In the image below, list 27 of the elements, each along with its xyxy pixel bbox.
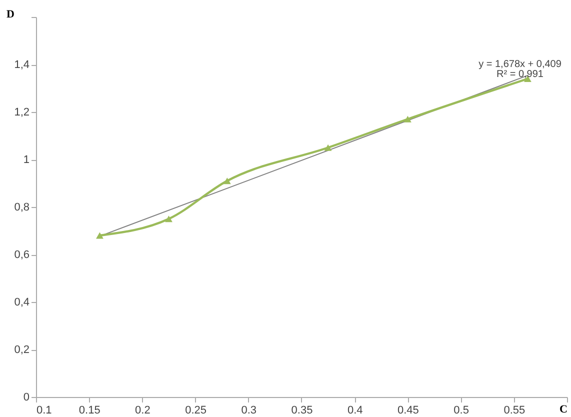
x-tick-label: 0.3 [241,404,257,416]
x-axis-title: C [560,404,568,416]
point [404,116,412,122]
x-tick-label: 0.45 [397,404,419,416]
point [165,216,172,222]
point [324,144,332,151]
x-tick-label: 0.2 [135,404,150,416]
y-tick-label: 1 [23,154,30,166]
y-axis-title: D [6,8,14,20]
x-tick-label: 0.5 [454,404,469,416]
y-tick-label: 1,2 [14,106,30,118]
x-tick-label: 0.55 [504,404,526,416]
annotation: R² = 0,991 [496,69,544,80]
y-tick-label: 0,2 [14,344,30,356]
x-tick-label: 0.4 [347,404,363,416]
x-tick-label: 0.15 [78,404,100,416]
y-tick-label: 1,4 [14,59,30,71]
x-tick-label: 0.25 [185,404,207,416]
x-tick-label: 0.35 [291,404,313,416]
y-tick-label: 0 [23,392,30,404]
x-tick-label: 0.1 [36,404,52,416]
y-tick-label: 0,4 [14,296,30,308]
annotation: y = 1,678x + 0,409 [478,59,562,70]
y-tick-label: 0,6 [14,249,30,261]
y-tick-label: 0,8 [14,202,30,214]
point [96,232,104,239]
point [223,178,231,184]
